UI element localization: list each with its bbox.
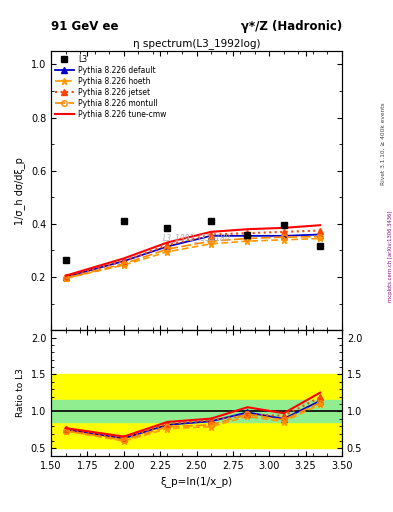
Y-axis label: 1/σ_h dσ/dξ_p: 1/σ_h dσ/dξ_p — [15, 157, 25, 225]
Pythia 8.226 default — [63, 274, 68, 280]
Pythia 8.226 jetset — [318, 227, 323, 233]
Pythia 8.226 montull — [209, 238, 213, 244]
L3 — [165, 225, 170, 231]
Text: γ*/Z (Hadronic): γ*/Z (Hadronic) — [241, 20, 342, 33]
Pythia 8.226 montull — [318, 233, 323, 240]
Legend: L3, Pythia 8.226 default, Pythia 8.226 hoeth, Pythia 8.226 jetset, Pythia 8.226 : L3, Pythia 8.226 default, Pythia 8.226 h… — [53, 53, 168, 120]
Pythia 8.226 jetset — [121, 258, 126, 264]
Pythia 8.226 montull — [165, 246, 170, 252]
Line: Pythia 8.226 tune-cmw: Pythia 8.226 tune-cmw — [66, 225, 320, 275]
Pythia 8.226 default — [165, 243, 170, 249]
L3 — [245, 231, 250, 238]
Line: Pythia 8.226 hoeth: Pythia 8.226 hoeth — [62, 235, 323, 282]
Pythia 8.226 hoeth — [63, 275, 68, 282]
Pythia 8.226 hoeth — [318, 236, 323, 242]
Pythia 8.226 default — [281, 233, 286, 239]
L3 — [121, 218, 126, 224]
Title: η spectrum(L3_1992log): η spectrum(L3_1992log) — [133, 38, 260, 49]
Pythia 8.226 hoeth — [209, 241, 213, 247]
X-axis label: ξ_p=ln(1/x_p): ξ_p=ln(1/x_p) — [160, 476, 233, 487]
Pythia 8.226 hoeth — [245, 238, 250, 244]
Text: 91 GeV ee: 91 GeV ee — [51, 20, 119, 33]
Pythia 8.226 tune-cmw — [121, 255, 126, 262]
Pythia 8.226 tune-cmw — [63, 272, 68, 279]
Pythia 8.226 tune-cmw — [245, 226, 250, 232]
Pythia 8.226 tune-cmw — [318, 222, 323, 228]
Pythia 8.226 default — [209, 233, 213, 239]
Pythia 8.226 tune-cmw — [209, 229, 213, 235]
Line: L3: L3 — [62, 218, 323, 263]
Text: mcplots.cern.ch [arXiv:1306.3436]: mcplots.cern.ch [arXiv:1306.3436] — [388, 210, 393, 302]
Pythia 8.226 hoeth — [121, 262, 126, 268]
Line: Pythia 8.226 montull: Pythia 8.226 montull — [63, 234, 323, 281]
Pythia 8.226 tune-cmw — [281, 225, 286, 231]
Pythia 8.226 tune-cmw — [165, 240, 170, 246]
Pythia 8.226 default — [245, 233, 250, 239]
Pythia 8.226 hoeth — [281, 237, 286, 243]
L3 — [209, 218, 213, 224]
Pythia 8.226 montull — [245, 236, 250, 242]
Pythia 8.226 montull — [281, 234, 286, 240]
Pythia 8.226 hoeth — [165, 249, 170, 255]
Pythia 8.226 montull — [121, 261, 126, 267]
Pythia 8.226 montull — [63, 275, 68, 282]
L3 — [63, 257, 68, 263]
Pythia 8.226 jetset — [165, 242, 170, 248]
L3 — [281, 222, 286, 228]
Pythia 8.226 jetset — [281, 229, 286, 235]
Pythia 8.226 jetset — [209, 231, 213, 238]
Line: Pythia 8.226 default: Pythia 8.226 default — [63, 232, 323, 280]
Pythia 8.226 jetset — [245, 230, 250, 236]
L3 — [318, 243, 323, 249]
Pythia 8.226 default — [318, 231, 323, 238]
Pythia 8.226 jetset — [63, 274, 68, 280]
Y-axis label: Ratio to L3: Ratio to L3 — [16, 369, 25, 417]
Pythia 8.226 default — [121, 258, 126, 264]
Text: Rivet 3.1.10, ≥ 400k events: Rivet 3.1.10, ≥ 400k events — [381, 102, 386, 185]
Line: Pythia 8.226 jetset: Pythia 8.226 jetset — [63, 228, 323, 280]
Text: L3_1992_I336180: L3_1992_I336180 — [163, 233, 230, 243]
